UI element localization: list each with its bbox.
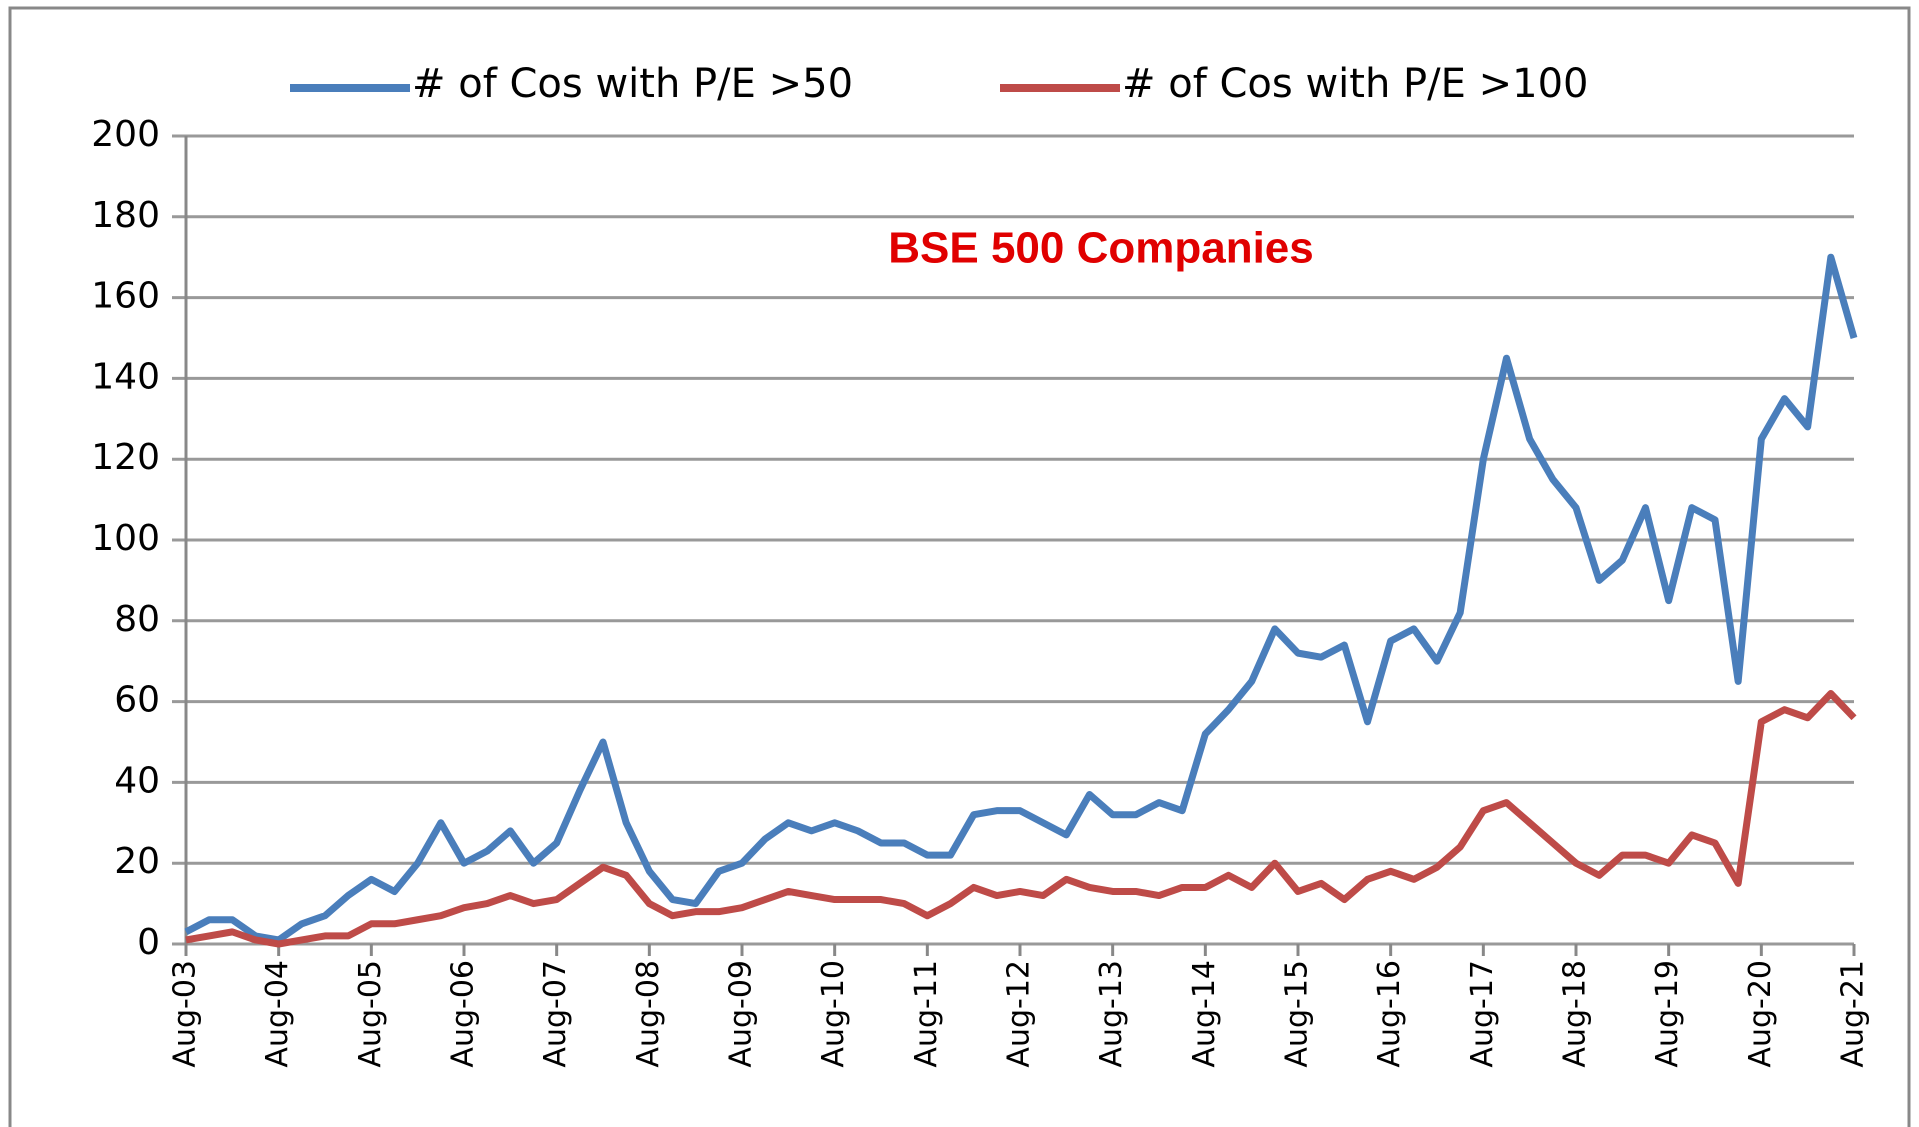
y-tick-label: 0 (137, 922, 160, 963)
legend-label: # of Cos with P/E >100 (1122, 61, 1588, 107)
x-tick-label: Aug-20 (1743, 960, 1778, 1068)
y-tick-label: 40 (114, 760, 160, 801)
x-tick-label: Aug-21 (1836, 960, 1871, 1068)
x-tick-label: Aug-13 (1094, 960, 1129, 1068)
x-tick-label: Aug-18 (1558, 960, 1593, 1068)
x-tick-label: Aug-07 (538, 960, 573, 1068)
series-line (184, 253, 1858, 944)
x-tick-label: Aug-03 (168, 960, 203, 1068)
y-tick-label: 180 (91, 195, 160, 236)
x-tick-label: Aug-05 (353, 960, 388, 1068)
legend-label: # of Cos with P/E >50 (412, 61, 853, 107)
x-tick-label: Aug-14 (1187, 960, 1222, 1068)
annotation: BSE 500 Companies (888, 224, 1314, 273)
y-tick-label: 200 (91, 114, 160, 155)
x-tick-label: Aug-19 (1650, 960, 1685, 1068)
y-tick-label: 160 (91, 276, 160, 317)
x-tick-label: Aug-04 (260, 960, 295, 1068)
y-tick-label: 80 (114, 599, 160, 640)
x-tick-label: Aug-11 (909, 960, 944, 1068)
y-tick-label: 120 (91, 437, 160, 478)
y-tick-label: 20 (114, 841, 160, 882)
x-tick-label: Aug-12 (1002, 960, 1037, 1068)
x-tick-label: Aug-15 (1280, 960, 1315, 1068)
x-tick-label: Aug-09 (724, 960, 759, 1068)
x-tick-label: Aug-10 (816, 960, 851, 1068)
series-line (185, 690, 1857, 948)
chart-border (8, 6, 1911, 1127)
y-tick-label: 60 (114, 680, 160, 721)
x-tick-label: Aug-16 (1372, 960, 1407, 1068)
x-tick-label: Aug-08 (631, 960, 666, 1068)
y-tick-label: 140 (91, 356, 160, 397)
y-tick-label: 100 (91, 518, 160, 559)
x-tick-label: Aug-17 (1465, 960, 1500, 1068)
x-tick-label: Aug-06 (446, 960, 481, 1068)
